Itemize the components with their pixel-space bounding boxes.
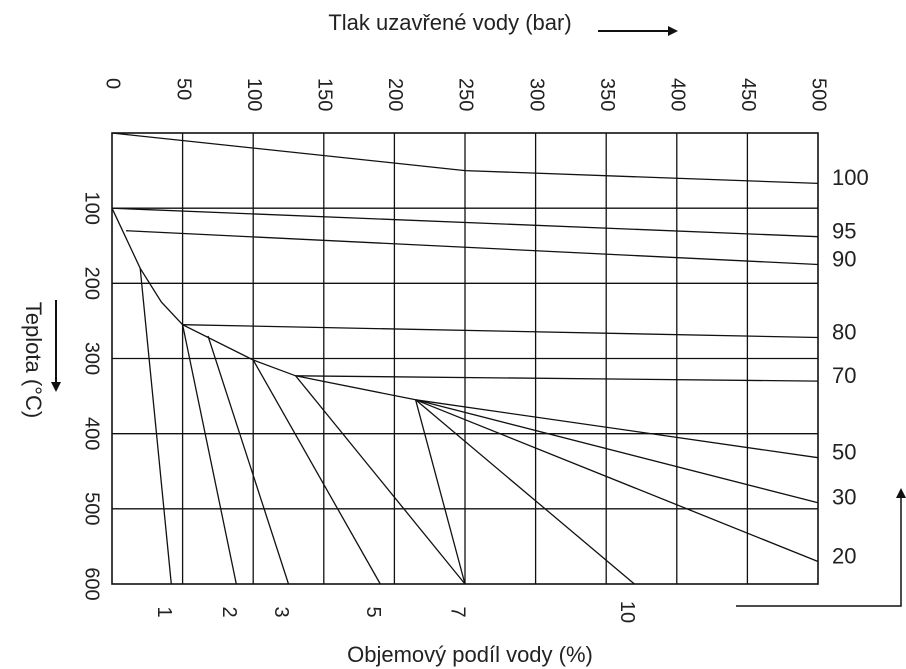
isochore-line <box>126 230 819 266</box>
isochore-line <box>111 132 819 185</box>
y-tick-label: 400 <box>81 417 103 450</box>
isochore-label: 20 <box>832 543 856 568</box>
x-tick-label: 450 <box>737 78 759 111</box>
composition-label: 7 <box>447 606 469 617</box>
boundary-curve <box>111 207 416 401</box>
y-tick-label: 100 <box>81 191 103 224</box>
isochore-label: 70 <box>832 363 856 388</box>
composition-line <box>139 268 172 585</box>
isochore-label: 95 <box>832 219 856 244</box>
composition-line <box>414 399 466 585</box>
grid <box>111 132 819 585</box>
y-axis-title: Teplota (°C) <box>21 302 46 418</box>
isochore-line <box>415 399 819 459</box>
composition-line <box>415 399 635 585</box>
x-tick-label: 350 <box>596 78 618 111</box>
y-tick-label: 300 <box>81 342 103 375</box>
isochore-line <box>295 375 819 382</box>
x-tick-label: 100 <box>243 78 265 111</box>
x-tick-label: 400 <box>667 78 689 111</box>
composition-label: 2 <box>218 606 240 617</box>
x-axis-title: Tlak uzavřené vody (bar) <box>328 10 571 35</box>
chart-lines <box>111 132 819 585</box>
composition-label: 3 <box>270 606 292 617</box>
x-tick-label: 50 <box>172 78 194 100</box>
isochore-label: 80 <box>832 319 856 344</box>
x-tick-label: 0 <box>102 78 124 89</box>
composition-line <box>207 335 290 585</box>
composition-line <box>295 375 466 585</box>
composition-line <box>252 359 381 585</box>
isochore-label: 50 <box>832 440 856 465</box>
isochore-line <box>415 399 819 563</box>
x-tick-label: 250 <box>455 78 477 111</box>
x-tick-label: 150 <box>314 78 336 111</box>
x-tick-label: 200 <box>384 78 406 111</box>
isochore-label: 30 <box>832 485 856 510</box>
bottom-axis-title: Objemový podíl vody (%) <box>347 642 593 667</box>
composition-label: 5 <box>362 606 384 617</box>
composition-label: 10 <box>616 601 638 623</box>
isochore-line <box>415 399 819 504</box>
chart-labels: 0 50 100 150 200 250 300 350 400 450 5001002003004… <box>81 78 869 623</box>
isochore-line <box>182 324 819 339</box>
y-tick-label: 500 <box>81 492 103 525</box>
x-tick-label: 500 <box>808 78 830 111</box>
isochore-label: 100 <box>832 165 869 190</box>
y-tick-label: 200 <box>81 267 103 300</box>
composition-line <box>181 324 237 585</box>
x-tick-label: 300 <box>525 78 547 111</box>
y-tick-label: 600 <box>81 567 103 600</box>
bottom-right-arrow <box>736 488 906 607</box>
isochore-label: 90 <box>832 246 856 271</box>
isochore-line <box>111 207 819 238</box>
composition-label: 1 <box>153 606 175 617</box>
